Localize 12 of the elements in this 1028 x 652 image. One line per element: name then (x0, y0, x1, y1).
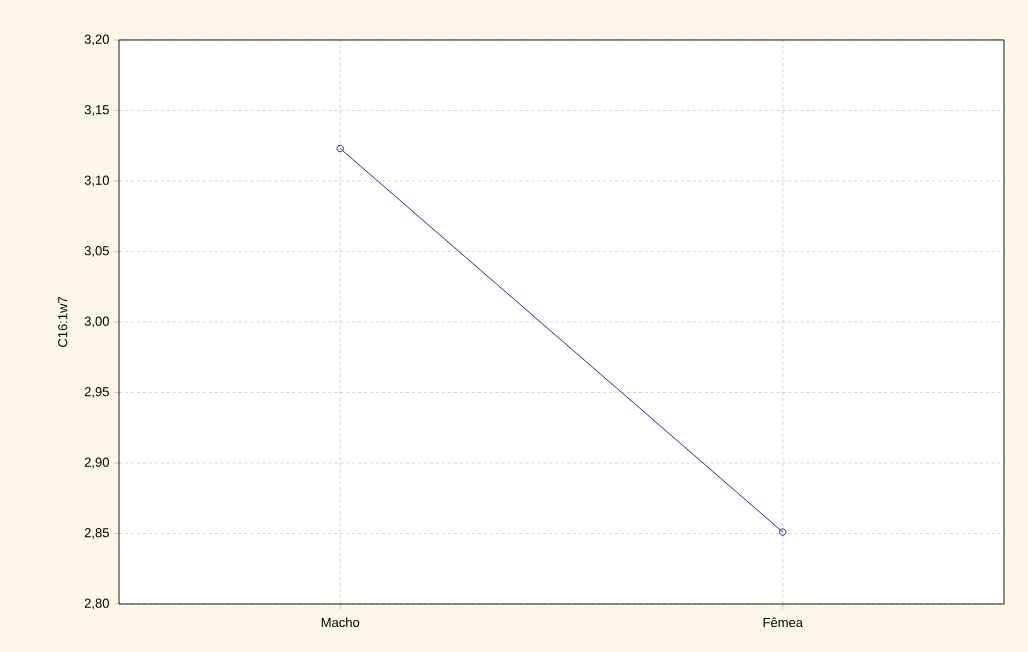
y-tick-label: 2,95 (84, 387, 109, 398)
y-axis-title: C16:1w7 (58, 296, 68, 347)
y-tick-label: 3,15 (84, 105, 109, 116)
y-tick-label: 2,90 (84, 457, 109, 469)
x-tick-label: Macho (321, 617, 360, 628)
y-tick-label: 3,00 (84, 316, 109, 328)
x-tick-label: Fêmea (763, 617, 803, 628)
y-tick-label: 3,20 (84, 34, 109, 46)
y-tick-label: 3,10 (84, 175, 109, 187)
y-tick-label: 3,05 (84, 246, 109, 257)
y-tick-label: 2,80 (84, 598, 109, 610)
y-tick-label: 2,85 (84, 528, 109, 539)
